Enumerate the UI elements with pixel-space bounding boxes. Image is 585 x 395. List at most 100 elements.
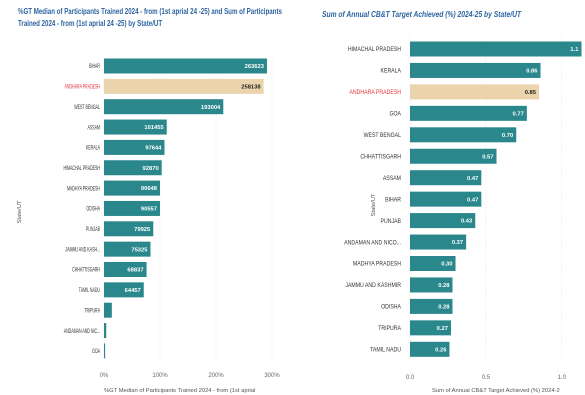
category-label-chhattisgarh: CHHATTISGARH [72, 267, 100, 274]
bar-goa[interactable] [104, 343, 106, 359]
bar-punjab[interactable] [410, 213, 476, 229]
x-tick-label: 300% [264, 373, 280, 379]
bar-jammu-and-kashmir[interactable] [410, 277, 453, 293]
bar-chhattisgarh[interactable] [410, 148, 497, 164]
data-label-andhara-pradesh: 258138 [241, 84, 261, 90]
category-label-bihar: BIHAR [385, 197, 401, 204]
bar-tripura[interactable] [410, 320, 451, 336]
category-label-kerala: KERALA [86, 145, 100, 152]
bar-tripura[interactable] [104, 302, 112, 318]
category-label-tamil-nadu: TAMIL NADU [79, 287, 100, 294]
data-label-himachal-pradesh: 1.1 [570, 47, 579, 53]
category-label-madhya-pradesh: MADHYA PRADESH [67, 185, 100, 192]
bar-himachal-pradesh[interactable] [410, 41, 582, 57]
bar-himachal-pradesh[interactable] [104, 160, 162, 176]
bar-andaman-and-nic[interactable] [104, 323, 107, 339]
data-label-odisha: 90557 [141, 207, 157, 213]
category-label-tamil-nadu: TAMIL NADU [370, 347, 401, 354]
data-label-assam: 101455 [144, 125, 164, 131]
category-label-west-bengal: WEST BENGAL [364, 133, 402, 140]
data-label-punjab: 0.43 [461, 219, 473, 225]
category-label-chhattisgarh: CHHATTISGARH [360, 154, 401, 161]
category-label-tripura: TRIPURA [84, 307, 100, 314]
data-label-tripura: 0.27 [437, 326, 448, 332]
data-label-andhara-pradesh: 0.85 [525, 90, 537, 96]
category-label-himachal-pradesh: HIMACHAL PRADESH [63, 165, 100, 172]
category-label-odisha: ODISHA [381, 304, 401, 311]
data-label-goa: 0.77 [513, 111, 524, 117]
bar-assam[interactable] [410, 170, 482, 186]
category-label-odisha: ODISHA [86, 206, 100, 213]
bar-west-bengal[interactable] [410, 127, 517, 143]
category-label-west-bengal: WEST BENGAL [74, 104, 100, 111]
data-label-kerala: 0.86 [526, 69, 538, 75]
category-label-punjab: PUNJAB [86, 226, 100, 233]
left-chart-plot: 0% 100% 200% 300% BIHAR 263623 ANDHARA PRADESH… [63, 53, 280, 379]
category-label-assam: ASSAM [383, 175, 401, 182]
bar-madhya-pradesh[interactable] [104, 180, 160, 196]
x-tick-label: 1.0 [558, 375, 567, 381]
left-x-axis-title: %GT Median of Participants Trained 2024 … [104, 388, 255, 394]
category-label-tripura: TRIPURA [378, 326, 401, 333]
x-tick-label: 0% [100, 373, 109, 379]
right-y-axis-title: State/UT [371, 193, 377, 216]
data-label-west-bengal: 0.70 [502, 133, 513, 139]
category-label-andhara-pradesh: ANDHARA PRADESH [349, 90, 401, 97]
data-label-tamil-nadu: 0.26 [435, 347, 447, 353]
data-label-madhya-pradesh: 90648 [141, 186, 158, 192]
bar-chhattisgarh[interactable] [104, 262, 147, 277]
data-label-tamil-nadu: 64457 [125, 288, 141, 294]
x-tick-label: 200% [208, 373, 224, 379]
bar-tamil-nadu[interactable] [410, 341, 450, 357]
category-label-goa: GOA [92, 348, 100, 355]
category-label-kerala: KERALA [381, 68, 402, 75]
data-label-jammu-and-kashmir: 0.28 [438, 283, 450, 289]
bar-tamil-nadu[interactable] [104, 282, 144, 298]
data-label-chhattisgarh: 68837 [127, 268, 143, 274]
right-chart-title: Sum of Annual CB&T Target Achieved (%) 2… [322, 10, 522, 19]
right-chart-plot: 0.0 0.5 1.0 HIMACHAL PRADESH 1.1 KERALA 0.86 AN… [344, 36, 582, 381]
x-tick-label: 100% [152, 373, 168, 379]
category-label-jammu-and-kash: JAMMU AND KASH... [65, 246, 100, 253]
data-label-himachal-pradesh: 92870 [143, 166, 159, 172]
left-y-axis-title: State/UT [17, 200, 23, 223]
data-label-jammu-and-kash: 75325 [131, 247, 148, 253]
data-label-west-bengal: 193004 [201, 105, 221, 111]
data-label-chhattisgarh: 0.57 [482, 154, 493, 160]
x-tick-label: 0.5 [482, 375, 491, 381]
bar-odisha[interactable] [410, 298, 453, 314]
category-label-madhya-pradesh: MADHYA PRADESH [353, 261, 401, 268]
bar-kerala[interactable] [104, 139, 165, 155]
data-label-odisha: 0.28 [438, 305, 450, 311]
bar-bihar[interactable] [410, 191, 482, 207]
category-label-andaman-and-nico: ANDAMAN AND NICO... [344, 240, 401, 247]
category-label-andaman-and-nic: ANDAMAN AND NIC... [64, 328, 100, 335]
category-label-himachal-pradesh: HIMACHAL PRADESH [348, 47, 401, 54]
left-chart-title: %GT Median of Participants Trained 2024 … [18, 7, 282, 28]
x-tick-label: 0.0 [406, 375, 415, 381]
data-label-assam: 0.47 [467, 176, 478, 182]
bar-odisha[interactable] [104, 200, 160, 216]
bar-andhara-pradesh[interactable] [104, 78, 264, 94]
bar-andhara-pradesh[interactable] [410, 84, 539, 100]
bar-bihar[interactable] [104, 58, 267, 74]
bar-punjab[interactable] [104, 221, 154, 237]
category-label-jammu-and-kashmir: JAMMU AND KASHMIR [345, 283, 401, 290]
bar-kerala[interactable] [410, 62, 541, 78]
bar-west-bengal[interactable] [104, 99, 224, 115]
bar-jammu-and-kash[interactable] [104, 241, 151, 257]
data-label-madhya-pradesh: 0.30 [441, 262, 452, 268]
category-label-bihar: BIHAR [89, 63, 100, 70]
category-label-goa: GOA [389, 111, 401, 118]
right-x-axis-title: Sum of Annual CB&T Target Achieved (%) 2… [432, 388, 560, 394]
category-label-assam: ASSAM [88, 124, 100, 131]
data-label-kerala: 97644 [145, 146, 162, 152]
bar-andaman-and-nico[interactable] [410, 234, 467, 250]
data-label-andaman-and-nico: 0.37 [452, 240, 463, 246]
bar-goa[interactable] [410, 105, 527, 121]
bar-assam[interactable] [104, 119, 167, 135]
data-label-bihar: 263623 [245, 64, 265, 70]
bar-madhya-pradesh[interactable] [410, 256, 456, 271]
data-label-bihar: 0.47 [467, 197, 478, 203]
